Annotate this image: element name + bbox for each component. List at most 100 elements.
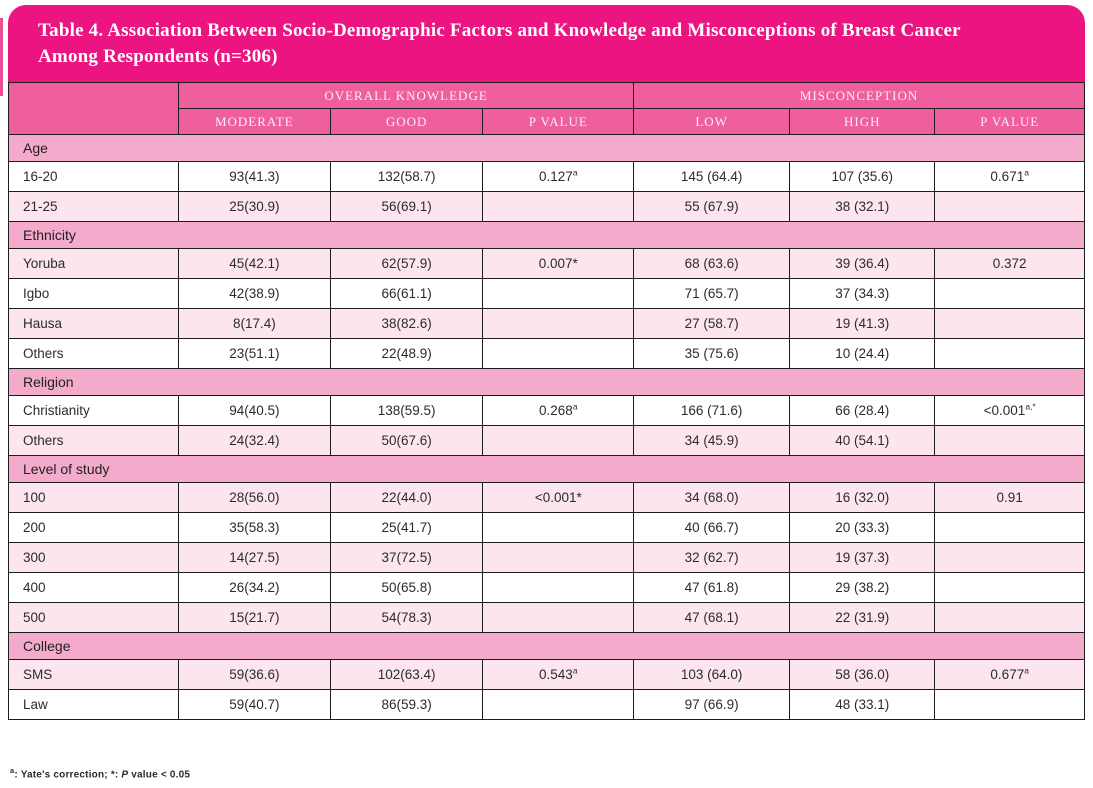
cell-knowledge-pvalue: 0.543a xyxy=(482,659,635,690)
cell-misconception-high: 39 (36.4) xyxy=(789,248,936,279)
cell-misconception-low: 145 (64.4) xyxy=(633,161,791,192)
table-row: Others 24(32.4) 50(67.6) 34 (45.9) 40 (5… xyxy=(8,425,1085,456)
column-header-pvalue-misconception: P VALUE xyxy=(934,108,1085,135)
cell-knowledge-good: 66(61.1) xyxy=(329,278,484,309)
cell-knowledge-good: 38(82.6) xyxy=(329,308,484,339)
table-row: SMS 59(36.6) 102(63.4) 0.543a 103 (64.0)… xyxy=(8,659,1085,690)
row-label: 200 xyxy=(8,512,179,543)
cell-misconception-pvalue xyxy=(934,308,1085,339)
row-label: 16-20 xyxy=(8,161,179,192)
table-title-bar: Table 4. Association Between Socio-Demog… xyxy=(8,5,1085,82)
cell-misconception-low: 97 (66.9) xyxy=(633,689,791,720)
cell-knowledge-good: 50(65.8) xyxy=(329,572,484,603)
cell-misconception-pvalue: 0.677a xyxy=(934,659,1085,690)
group-header-overall-knowledge: OVERALL KNOWLEDGE xyxy=(177,82,635,109)
cell-knowledge-moderate: 23(51.1) xyxy=(178,338,331,369)
cell-misconception-low: 32 (62.7) xyxy=(633,542,791,573)
cell-misconception-pvalue xyxy=(934,425,1085,456)
cell-knowledge-moderate: 59(40.7) xyxy=(178,689,331,720)
table-row: 400 26(34.2) 50(65.8) 47 (61.8) 29 (38.2… xyxy=(8,572,1085,603)
section-row-age: Age xyxy=(8,134,1085,162)
cell-misconception-low: 34 (45.9) xyxy=(633,425,791,456)
cell-misconception-low: 47 (61.8) xyxy=(633,572,791,603)
cell-misconception-high: 37 (34.3) xyxy=(789,278,936,309)
cell-misconception-high: 19 (41.3) xyxy=(789,308,936,339)
column-header-good: GOOD xyxy=(329,108,484,135)
cell-misconception-high: 38 (32.1) xyxy=(789,191,936,222)
cell-misconception-high: 19 (37.3) xyxy=(789,542,936,573)
column-header-low: LOW xyxy=(633,108,791,135)
cell-misconception-pvalue: 0.372 xyxy=(934,248,1085,279)
row-label: SMS xyxy=(8,659,179,690)
cell-knowledge-pvalue xyxy=(482,278,635,309)
cell-misconception-pvalue xyxy=(934,572,1085,603)
cell-misconception-low: 71 (65.7) xyxy=(633,278,791,309)
cell-knowledge-pvalue xyxy=(482,338,635,369)
table-row: 200 35(58.3) 25(41.7) 40 (66.7) 20 (33.3… xyxy=(8,512,1085,543)
row-label: Igbo xyxy=(8,278,179,309)
cell-misconception-high: 20 (33.3) xyxy=(789,512,936,543)
cell-knowledge-good: 22(48.9) xyxy=(329,338,484,369)
cell-misconception-high: 10 (24.4) xyxy=(789,338,936,369)
cell-knowledge-moderate: 26(34.2) xyxy=(178,572,331,603)
table-row: 21-25 25(30.9) 56(69.1) 55 (67.9) 38 (32… xyxy=(8,191,1085,222)
section-label: Ethnicity xyxy=(8,221,1085,249)
cell-knowledge-good: 56(69.1) xyxy=(329,191,484,222)
cell-knowledge-pvalue: 0.127a xyxy=(482,161,635,192)
cell-misconception-pvalue xyxy=(934,689,1085,720)
cell-misconception-low: 40 (66.7) xyxy=(633,512,791,543)
column-header-moderate: MODERATE xyxy=(178,108,331,135)
column-header-row: MODERATE GOOD P VALUE LOW HIGH P VALUE xyxy=(9,108,1085,135)
cell-knowledge-good: 132(58.7) xyxy=(329,161,484,192)
cell-knowledge-good: 54(78.3) xyxy=(329,602,484,633)
cell-knowledge-pvalue xyxy=(482,512,635,543)
column-header-high: HIGH xyxy=(789,108,936,135)
cell-knowledge-moderate: 45(42.1) xyxy=(178,248,331,279)
cell-knowledge-good: 22(44.0) xyxy=(329,482,484,513)
cell-misconception-high: 48 (33.1) xyxy=(789,689,936,720)
cell-misconception-high: 66 (28.4) xyxy=(789,395,936,426)
table-row: Others 23(51.1) 22(48.9) 35 (75.6) 10 (2… xyxy=(8,338,1085,369)
cell-knowledge-pvalue xyxy=(482,542,635,573)
table-row: Igbo 42(38.9) 66(61.1) 71 (65.7) 37 (34.… xyxy=(8,278,1085,309)
cell-knowledge-moderate: 25(30.9) xyxy=(178,191,331,222)
cell-misconception-pvalue xyxy=(934,512,1085,543)
section-row-ethnicity: Ethnicity xyxy=(8,221,1085,249)
cell-knowledge-good: 62(57.9) xyxy=(329,248,484,279)
cell-misconception-low: 68 (63.6) xyxy=(633,248,791,279)
cell-misconception-high: 16 (32.0) xyxy=(789,482,936,513)
cell-knowledge-pvalue xyxy=(482,689,635,720)
cell-misconception-pvalue xyxy=(934,338,1085,369)
row-label: 300 xyxy=(8,542,179,573)
cell-knowledge-pvalue xyxy=(482,572,635,603)
table-row: Hausa 8(17.4) 38(82.6) 27 (58.7) 19 (41.… xyxy=(8,308,1085,339)
cell-misconception-low: 47 (68.1) xyxy=(633,602,791,633)
row-label: 500 xyxy=(8,602,179,633)
cell-knowledge-moderate: 94(40.5) xyxy=(178,395,331,426)
cell-knowledge-moderate: 28(56.0) xyxy=(178,482,331,513)
cell-knowledge-good: 138(59.5) xyxy=(329,395,484,426)
footnote: a: Yate's correction; *: P value < 0.05 xyxy=(10,766,191,781)
cell-knowledge-good: 86(59.3) xyxy=(329,689,484,720)
row-label: Hausa xyxy=(8,308,179,339)
cell-misconception-low: 103 (64.0) xyxy=(633,659,791,690)
row-label: Others xyxy=(8,338,179,369)
footnote-superscript-a: a xyxy=(10,766,15,775)
row-label: 100 xyxy=(8,482,179,513)
cell-knowledge-pvalue: <0.001* xyxy=(482,482,635,513)
cell-knowledge-good: 102(63.4) xyxy=(329,659,484,690)
cell-misconception-high: 58 (36.0) xyxy=(789,659,936,690)
cell-misconception-pvalue xyxy=(934,278,1085,309)
table-row: Law 59(40.7) 86(59.3) 97 (66.9) 48 (33.1… xyxy=(8,689,1085,720)
cell-misconception-low: 166 (71.6) xyxy=(633,395,791,426)
cell-knowledge-moderate: 93(41.3) xyxy=(178,161,331,192)
table-title-line2: Among Respondents (n=306) xyxy=(38,46,278,67)
cell-misconception-high: 40 (54.1) xyxy=(789,425,936,456)
group-header-misconception: MISCONCEPTION xyxy=(633,82,1085,109)
cell-knowledge-moderate: 15(21.7) xyxy=(178,602,331,633)
cell-knowledge-moderate: 35(58.3) xyxy=(178,512,331,543)
cell-knowledge-moderate: 8(17.4) xyxy=(178,308,331,339)
section-row-college: College xyxy=(8,632,1085,660)
section-label: Age xyxy=(8,134,1085,162)
row-label: Yoruba xyxy=(8,248,179,279)
